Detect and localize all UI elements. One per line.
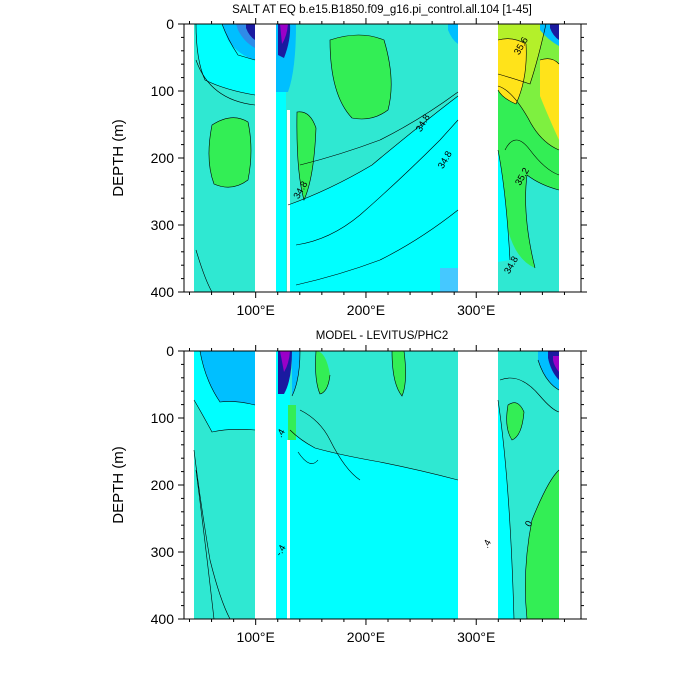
anomaly-negative: [553, 356, 559, 372]
land-gap: [255, 24, 276, 292]
contour-line: [287, 95, 459, 206]
y-tick-label: 300: [151, 544, 175, 560]
contour-line: [193, 449, 231, 620]
contour-lines: [195, 23, 560, 293]
contour-line: [506, 402, 525, 441]
y-tick-label: 200: [151, 477, 175, 493]
contour-line: [297, 451, 319, 464]
x-tick-label: 100°E: [237, 302, 275, 318]
contour-line: [295, 119, 459, 246]
x-tick-label: 300°E: [457, 302, 495, 318]
contour-label: 0: [523, 519, 535, 529]
contour-line: [295, 209, 459, 286]
anomaly-positive: [315, 351, 330, 394]
contour-line: [391, 350, 406, 397]
y-tick-label: 400: [151, 284, 175, 300]
panel-model-minus-levitus: MODEL - LEVITUS/PHC2: [110, 330, 587, 645]
contour-field: [194, 351, 559, 619]
x-tick-label: 100°E: [237, 629, 275, 645]
salty-water: [498, 150, 510, 262]
land-gaps: [255, 24, 498, 292]
salty-water: [498, 38, 527, 104]
y-tick-label: 300: [151, 217, 175, 233]
contour-line: [199, 350, 256, 406]
contour-label: -.4: [274, 543, 289, 558]
contour-labels: .4-.40.4: [274, 427, 536, 558]
panel-title: SALT AT EQ b.e15.B1850.f09_g16.pi_contro…: [232, 4, 532, 16]
anomaly-positive: [392, 351, 406, 396]
axis-ticks: 0 100 200 300 400 100°E 200°E 300°E: [151, 343, 587, 645]
panel-title: MODEL - LEVITUS/PHC2: [316, 330, 449, 342]
deep-cyan-band: [276, 24, 286, 292]
contour-line: [329, 34, 392, 120]
contour-line: [299, 409, 361, 481]
contour-line: [193, 399, 256, 433]
y-tick-label: 0: [166, 343, 174, 359]
salty-water: [540, 58, 559, 140]
anomaly-fresh: [498, 400, 514, 619]
contour-line: [497, 23, 547, 85]
land-gap: [255, 351, 276, 619]
contour-line: [195, 469, 215, 620]
deep-light-blue: [448, 24, 458, 44]
anomaly-negative: [292, 351, 300, 396]
y-tick-label: 400: [151, 611, 175, 627]
contour-line: [497, 85, 560, 151]
deep-light-blue: [440, 268, 458, 292]
y-tick-label: 200: [151, 150, 175, 166]
land-gap: [287, 110, 290, 292]
fresh-water-core: [246, 24, 255, 40]
contour-line: [195, 249, 213, 293]
anomaly-negative: [278, 351, 292, 394]
contour-line: [221, 23, 256, 61]
salty-lens: [330, 35, 392, 119]
axis-ticks: 0 100 200 300 400 100°E 200°E 300°E: [151, 16, 587, 318]
contour-lines: [193, 350, 560, 620]
contour-line: [525, 469, 560, 620]
x-tick-label: 200°E: [347, 302, 385, 318]
x-tick-label: 200°E: [347, 629, 385, 645]
x-tick-label: 300°E: [457, 629, 495, 645]
panel-salt-at-eq: SALT AT EQ b.e15.B1850.f09_g16.pi_contro…: [110, 4, 587, 318]
contour-field: [194, 24, 559, 292]
contour-line: [291, 350, 301, 397]
anomaly-positive: [288, 405, 296, 440]
contour-line: [525, 174, 560, 269]
y-axis-title: DEPTH (m): [110, 446, 127, 524]
contour-line: [195, 59, 256, 106]
land-gap: [458, 24, 498, 292]
fresh-surface-water: [280, 24, 288, 44]
y-axis-title: DEPTH (m): [110, 119, 127, 197]
contour-line: [299, 91, 459, 166]
salty-lens: [296, 111, 316, 200]
contour-line: [315, 350, 331, 395]
land-gaps: [255, 351, 498, 619]
y-tick-label: 100: [151, 83, 175, 99]
contour-line: [537, 359, 560, 391]
y-tick-label: 0: [166, 16, 174, 32]
anomaly-positive: [525, 470, 559, 619]
salty-lens: [208, 117, 251, 188]
contour-line: [497, 38, 527, 105]
contour-line: [296, 111, 317, 201]
contour-line: [208, 117, 252, 188]
land-gap: [287, 440, 290, 619]
anomaly-negative: [280, 351, 290, 372]
contour-line: [497, 149, 511, 261]
contour-line: [195, 23, 256, 96]
contour-line: [504, 139, 560, 176]
contour-line: [539, 58, 560, 65]
salty-water: [550, 24, 559, 40]
anomaly-positive: [506, 402, 524, 440]
land-gap: [458, 351, 498, 619]
fresh-deep-water: [288, 96, 458, 292]
anomaly-neutral: [290, 351, 458, 480]
contour-line: [499, 377, 560, 413]
contour-line: [289, 429, 459, 481]
y-tick-label: 100: [151, 410, 175, 426]
contour-line: [497, 399, 515, 620]
